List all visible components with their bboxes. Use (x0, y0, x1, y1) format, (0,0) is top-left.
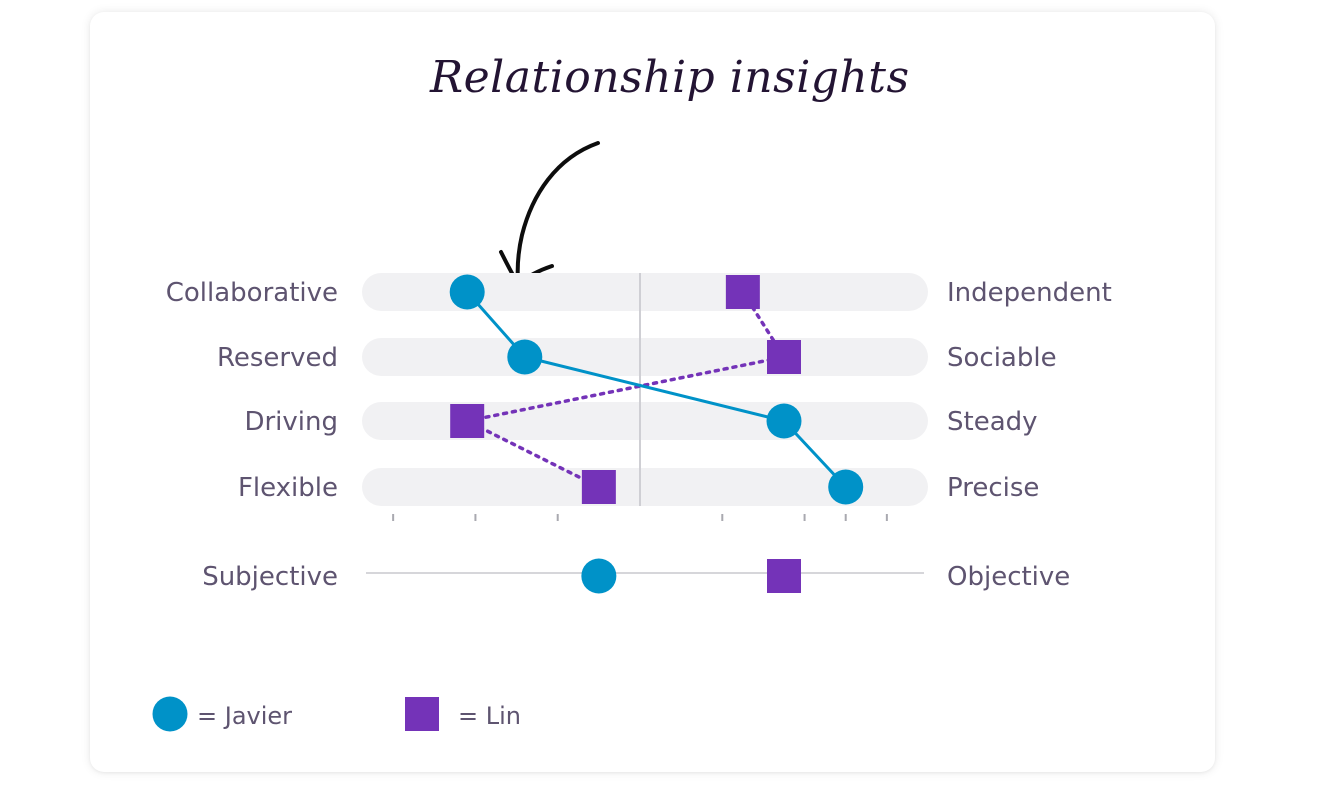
lin-point (725, 275, 760, 309)
scale-track (362, 338, 928, 376)
javier-point (828, 469, 864, 505)
scale-track (362, 468, 928, 506)
right-trait-label: Sociable (947, 343, 1057, 373)
lin-point (581, 470, 616, 504)
javier-point (766, 403, 802, 439)
extra-right-label: Objective (947, 562, 1070, 592)
right-trait-label: Independent (947, 278, 1112, 308)
legend-javier-label: = Javier (197, 702, 292, 730)
lin-series-line (461, 290, 787, 489)
javier-point-extra (581, 558, 617, 594)
annotation-arrow (515, 141, 600, 284)
legend-lin-label: = Lin (458, 702, 521, 730)
javier-series-line (466, 291, 847, 489)
right-trait-label: Steady (947, 407, 1038, 437)
legend-lin-marker (405, 697, 439, 731)
right-trait-label: Precise (947, 473, 1039, 503)
scale-track (362, 273, 928, 311)
left-trait-label: Reserved (217, 343, 338, 373)
lin-point (450, 404, 485, 438)
javier-point (449, 274, 485, 310)
lin-point-extra (767, 559, 801, 593)
left-trait-label: Flexible (238, 473, 338, 503)
left-trait-label: Driving (244, 407, 338, 437)
legend-javier-marker (152, 696, 188, 732)
chart-card (90, 12, 1215, 772)
lin-point (767, 340, 801, 374)
javier-point (507, 339, 543, 375)
left-trait-label: Collaborative (166, 278, 338, 308)
extra-left-label: Subjective (202, 562, 338, 592)
scale-track (362, 402, 928, 440)
chart-title: Relationship insights (430, 52, 910, 103)
